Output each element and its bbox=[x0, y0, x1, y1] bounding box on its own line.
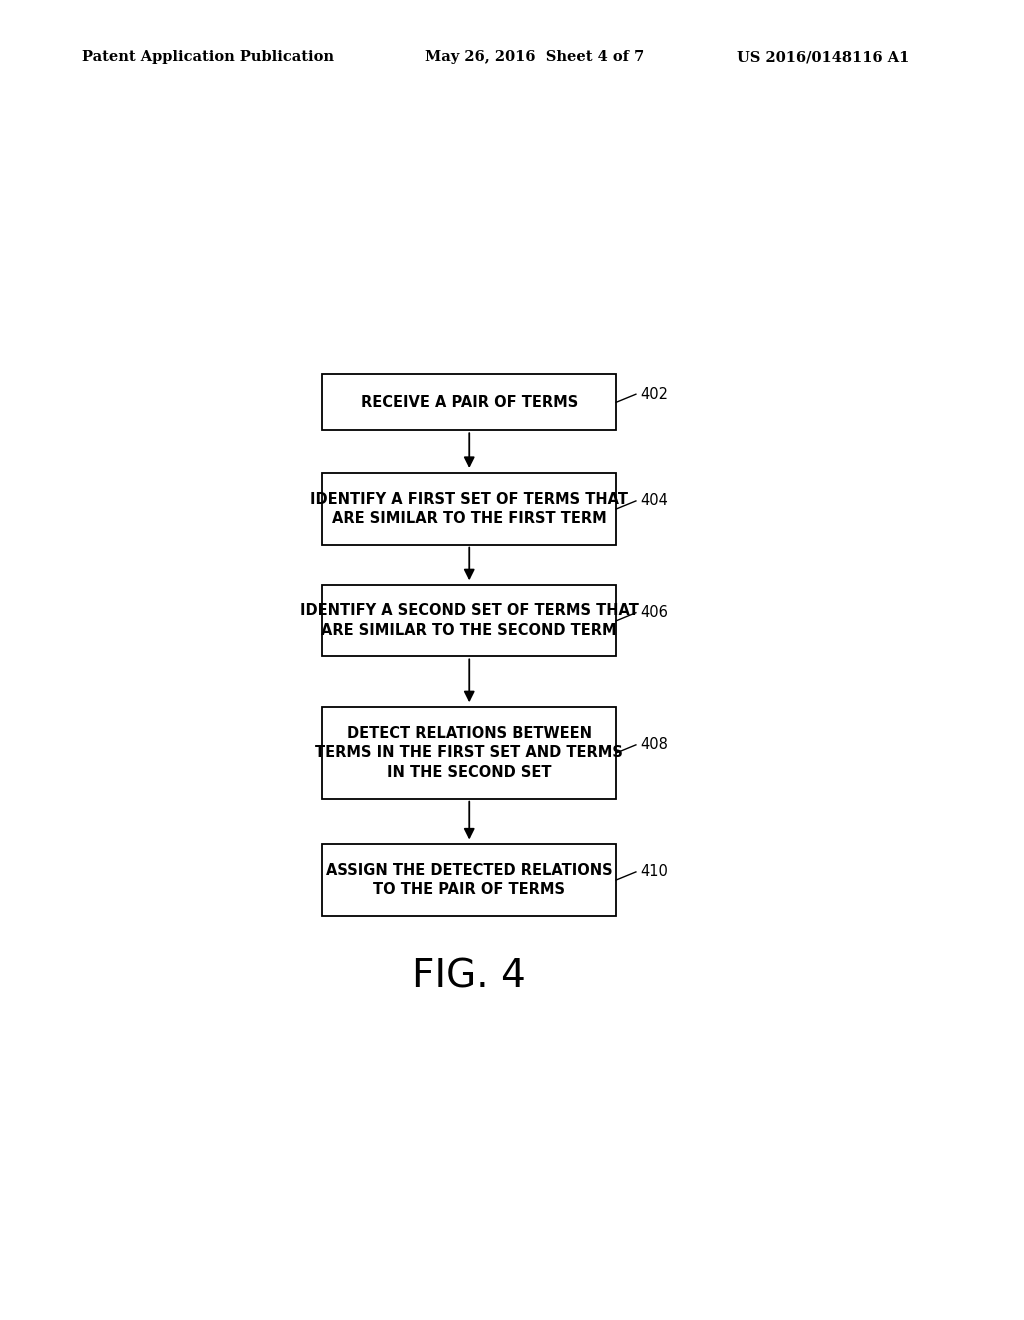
Text: FIG. 4: FIG. 4 bbox=[413, 957, 526, 995]
Text: ASSIGN THE DETECTED RELATIONS
TO THE PAIR OF TERMS: ASSIGN THE DETECTED RELATIONS TO THE PAI… bbox=[326, 863, 612, 898]
Text: US 2016/0148116 A1: US 2016/0148116 A1 bbox=[737, 50, 909, 65]
Bar bbox=[323, 585, 616, 656]
Text: 408: 408 bbox=[640, 738, 668, 752]
Bar bbox=[323, 845, 616, 916]
Text: 406: 406 bbox=[640, 606, 668, 620]
Text: 402: 402 bbox=[640, 387, 668, 401]
Bar bbox=[323, 474, 616, 545]
Text: DETECT RELATIONS BETWEEN
TERMS IN THE FIRST SET AND TERMS
IN THE SECOND SET: DETECT RELATIONS BETWEEN TERMS IN THE FI… bbox=[315, 726, 624, 780]
Text: 410: 410 bbox=[640, 865, 668, 879]
Text: Patent Application Publication: Patent Application Publication bbox=[82, 50, 334, 65]
Bar bbox=[323, 375, 616, 430]
Bar bbox=[323, 708, 616, 799]
Text: IDENTIFY A FIRST SET OF TERMS THAT
ARE SIMILAR TO THE FIRST TERM: IDENTIFY A FIRST SET OF TERMS THAT ARE S… bbox=[310, 491, 629, 527]
Text: RECEIVE A PAIR OF TERMS: RECEIVE A PAIR OF TERMS bbox=[360, 395, 578, 409]
Text: May 26, 2016  Sheet 4 of 7: May 26, 2016 Sheet 4 of 7 bbox=[425, 50, 644, 65]
Text: IDENTIFY A SECOND SET OF TERMS THAT
ARE SIMILAR TO THE SECOND TERM: IDENTIFY A SECOND SET OF TERMS THAT ARE … bbox=[300, 603, 639, 639]
Text: 404: 404 bbox=[640, 494, 668, 508]
